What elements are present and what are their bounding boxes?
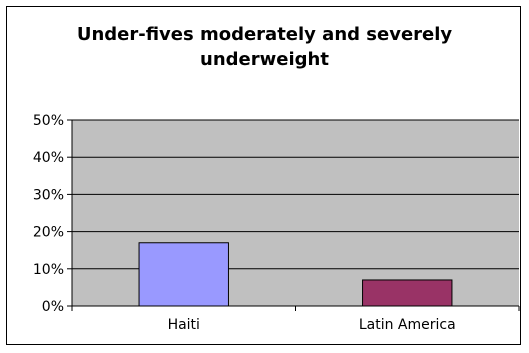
y-tick-label: 20% [33,225,64,241]
y-tick-label: 30% [33,187,64,203]
y-tick-label: 0% [42,299,64,315]
x-tick-label: Latin America [359,317,456,333]
y-tick-label: 50% [33,113,64,129]
chart-title-line-1: Under-fives moderately and severely [76,24,453,45]
y-tick-label: 10% [33,262,64,278]
chart-title-line-2: underweight [200,49,329,70]
bar-latin-america [362,279,453,307]
x-tick-label: Haiti [168,317,200,333]
y-tick-label: 40% [33,150,64,166]
bar-haiti [138,242,229,307]
chart-title: Under-fives moderately and severely unde… [0,22,529,72]
